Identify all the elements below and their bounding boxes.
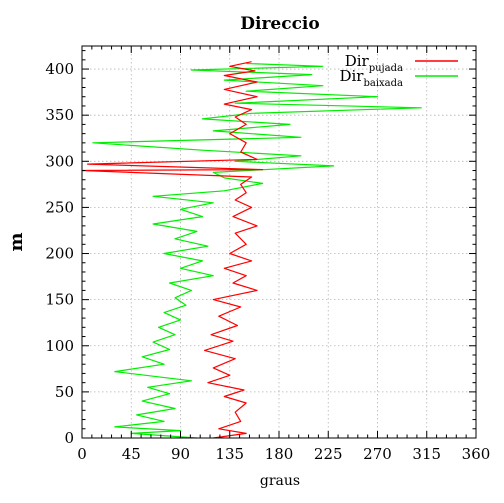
- x-tick-label: 225: [314, 445, 343, 463]
- x-tick-label: 180: [265, 445, 294, 463]
- x-axis-label: graus: [260, 473, 300, 489]
- y-tick-label: 50: [55, 383, 74, 401]
- series-line-pujada: [81, 61, 264, 439]
- x-tick-label: 45: [122, 445, 141, 463]
- svg-text:Dirbaixada: Dirbaixada: [339, 67, 403, 89]
- legend-entry-pujada: Dirpujada: [345, 52, 458, 74]
- legend-label-pujada: Dir: [345, 52, 370, 70]
- legend: Dirpujada Dirbaixada: [339, 52, 458, 89]
- y-tick-label: 350: [45, 106, 74, 124]
- y-axis-label: m: [6, 232, 27, 251]
- chart-title: Direccio: [240, 14, 319, 34]
- legend-sublabel-baixada: baixada: [363, 78, 403, 89]
- ticks: [81, 46, 477, 439]
- legend-sublabel-pujada: pujada: [369, 63, 403, 74]
- series-line-baixada: [92, 62, 422, 439]
- x-tick-label: 315: [412, 445, 441, 463]
- y-tick-label: 150: [45, 291, 74, 309]
- x-tick-label: 90: [171, 445, 190, 463]
- legend-label-baixada: Dir: [339, 67, 364, 85]
- x-tick-label: 135: [215, 445, 244, 463]
- legend-entry-baixada: Dirbaixada: [339, 67, 458, 89]
- y-tick-label: 300: [45, 152, 74, 170]
- series-layer: [81, 61, 422, 439]
- grid: [82, 46, 476, 438]
- tick-labels: 0 45 90 135 180 225 270 315 360 0 50 100 150 200 250 30…: [45, 60, 490, 463]
- x-tick-label: 360: [462, 445, 491, 463]
- x-tick-label: 0: [77, 445, 87, 463]
- y-tick-label: 0: [64, 429, 74, 447]
- x-tick-label: 270: [363, 445, 392, 463]
- y-tick-label: 100: [45, 337, 74, 355]
- y-tick-label: 400: [45, 60, 74, 78]
- y-tick-label: 250: [45, 198, 74, 216]
- svg-text:Dirpujada: Dirpujada: [345, 52, 403, 74]
- y-tick-label: 200: [45, 245, 74, 263]
